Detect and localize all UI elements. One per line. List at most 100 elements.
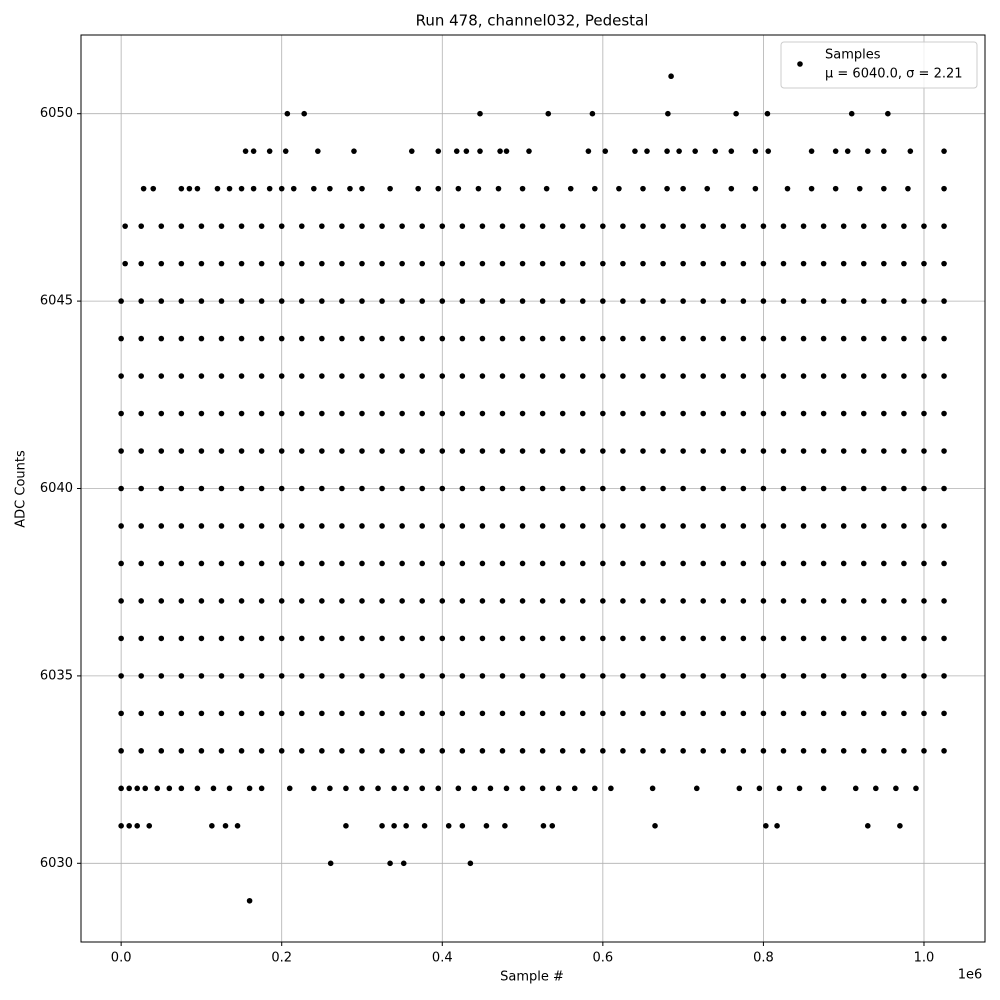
point [620,598,626,604]
point [479,523,486,529]
point [519,185,526,192]
point [467,860,474,867]
point [840,748,847,754]
point [238,598,245,604]
point [379,410,385,417]
point [539,260,546,267]
point [122,223,128,229]
point [649,785,656,792]
point [282,148,289,154]
point [387,185,393,192]
point [118,485,124,492]
point [941,635,947,642]
point [158,298,165,304]
point [620,710,626,717]
point [660,748,666,754]
point [620,560,626,567]
point [881,635,887,642]
point [840,598,847,604]
point [319,710,325,717]
point [479,335,486,342]
point [419,523,426,529]
point [760,673,767,679]
point [539,373,546,379]
point [780,635,787,642]
point [459,710,466,717]
point [760,298,767,304]
point [700,673,707,679]
point [840,410,847,417]
point [720,410,727,417]
point [439,260,446,267]
point [519,448,526,454]
point [403,785,409,792]
point [740,485,747,492]
point [399,748,405,754]
point [118,560,124,567]
point [134,785,140,792]
point [519,710,526,717]
point [435,148,442,154]
point [941,298,947,304]
point [740,598,747,604]
point [860,748,867,754]
point [881,260,887,267]
point [138,335,145,342]
point [140,185,147,192]
point [258,485,265,492]
point [763,823,769,829]
point [820,260,827,267]
point [559,485,566,492]
point [808,148,815,154]
point [820,710,827,717]
point [600,635,606,642]
point [439,673,446,679]
point [881,598,887,604]
point [592,785,598,792]
point [339,673,345,679]
point [198,748,205,754]
point [860,410,867,417]
point [660,260,666,267]
point [138,373,145,379]
point [800,673,807,679]
point [901,260,907,267]
point [820,785,827,792]
point [178,560,185,567]
point [178,635,185,642]
point [419,748,426,754]
point [339,598,345,604]
point [640,748,646,754]
point [640,223,646,229]
point [258,748,265,754]
point [720,260,727,267]
point [198,598,205,604]
point [720,373,727,379]
point [178,748,185,754]
point [408,148,415,154]
point [238,748,245,754]
point [921,373,927,379]
point [600,598,606,604]
point [399,223,405,229]
point [278,298,285,304]
point [399,523,405,529]
point [439,635,446,642]
point [820,335,827,342]
point [359,335,365,342]
point [860,260,867,267]
point [479,598,486,604]
point [218,598,225,604]
point [800,485,807,492]
point [840,635,847,642]
point [555,785,562,792]
point [339,298,345,304]
point [278,560,285,567]
point [820,523,827,529]
point [499,710,506,717]
x-tick-label: 1.0 [914,951,935,966]
point [600,710,606,717]
point [258,223,265,229]
point [608,785,614,792]
point [158,635,165,642]
